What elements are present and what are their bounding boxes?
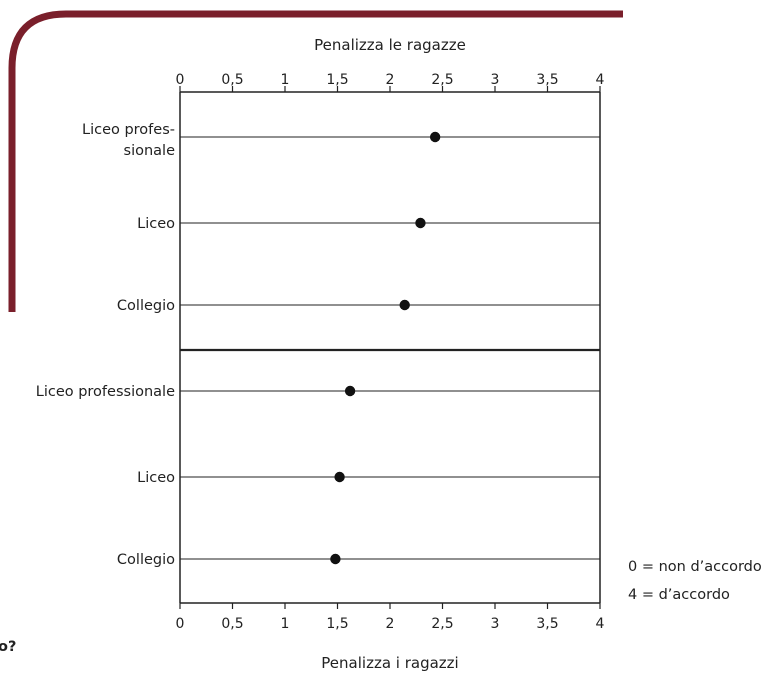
top-chart-title: Penalizza le ragazze: [314, 36, 466, 54]
top-axis-tick-label: 1: [281, 72, 290, 88]
bottom-axis-tick-label: 4: [596, 616, 605, 632]
bottom-data-point: [344, 385, 356, 397]
top-axis-tick-label: 1,5: [326, 72, 348, 88]
legend-note-four: 4 = d’accordo: [628, 587, 730, 603]
decorative-frame: [8, 10, 623, 312]
top-data-point: [429, 131, 441, 143]
top-data-point: [415, 217, 426, 229]
top-category-label: Collegio: [117, 298, 175, 314]
top-category-label: Liceo: [137, 216, 175, 232]
top-axis-tick-label: 0: [176, 72, 185, 88]
bottom-axis-tick-label: 0: [176, 616, 185, 632]
bottom-axis-tick-label: 2: [386, 616, 395, 632]
bottom-axis-tick-label: 2,5: [431, 616, 453, 632]
top-axis-tick-label: 0,5: [221, 72, 243, 88]
top-axis-tick-label: 2,5: [431, 72, 453, 88]
bottom-category-label: Collegio: [117, 552, 175, 568]
bottom-data-point: [334, 471, 345, 483]
top-category-label: sionale: [124, 143, 176, 159]
chart-marks: 0 0,5 1 1,5 2 2,5 3 3,5 4 Liceo profes-sionale Lic…: [36, 72, 605, 632]
bottom-axis-tick-label: 1: [281, 616, 290, 632]
top-axis-tick-label: 2: [386, 72, 395, 88]
bottom-data-point: [330, 553, 341, 565]
bottom-category-label: Liceo professionale: [36, 384, 175, 400]
top-axis-tick-label: 3,5: [536, 72, 558, 88]
bottom-chart-title: Penalizza i ragazzi: [321, 654, 458, 672]
bottom-axis-tick-label: 0,5: [221, 616, 243, 632]
bottom-axis-tick-label: 3,5: [536, 616, 558, 632]
top-axis-tick-label: 3: [491, 72, 500, 88]
bottom-axis-tick-label: 3: [491, 616, 500, 632]
legend-note-zero: 0 = non d’accordo: [628, 559, 762, 575]
top-category-label: Liceo profes-: [82, 122, 175, 138]
top-axis-tick-label: 4: [596, 72, 605, 88]
bottom-axis-tick-label: 1,5: [326, 616, 348, 632]
top-data-point: [399, 299, 410, 311]
bottom-category-label: Liceo: [137, 470, 175, 486]
cropped-question-text: o?: [0, 639, 16, 655]
